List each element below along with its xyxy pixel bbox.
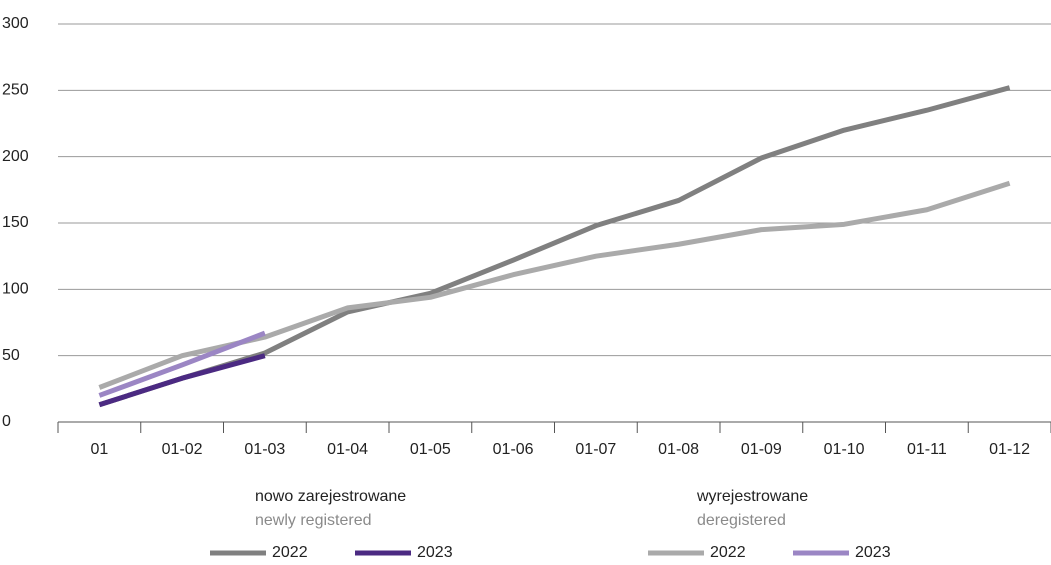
legend-label: 2023 bbox=[855, 544, 891, 561]
legend-subtitle: deregistered bbox=[697, 512, 786, 529]
legend-title: nowo zarejestrowane bbox=[255, 488, 406, 505]
series-line bbox=[98, 330, 266, 398]
x-tick-label: 01-02 bbox=[162, 441, 203, 458]
x-tick-label: 01-07 bbox=[575, 441, 616, 458]
x-tick-label: 01-11 bbox=[907, 441, 947, 458]
y-tick-label: 0 bbox=[2, 413, 11, 430]
y-tick-label: 300 bbox=[2, 15, 29, 32]
y-tick-label: 50 bbox=[2, 347, 20, 364]
legend-subtitle: newly registered bbox=[255, 512, 372, 529]
x-tick-label: 01-10 bbox=[824, 441, 865, 458]
legend-label: 2023 bbox=[417, 544, 453, 561]
x-tick-label: 01-05 bbox=[410, 441, 451, 458]
x-tick-label: 01-06 bbox=[493, 441, 534, 458]
x-tick-label: 01-12 bbox=[989, 441, 1030, 458]
legend-label: 2022 bbox=[710, 544, 746, 561]
y-tick-label: 250 bbox=[2, 82, 29, 99]
y-tick-label: 150 bbox=[2, 214, 29, 231]
x-tick-label: 01-09 bbox=[741, 441, 782, 458]
series-line bbox=[98, 85, 1011, 408]
legend-label: 2022 bbox=[272, 544, 308, 561]
x-tick-label: 01 bbox=[90, 441, 108, 458]
x-tick-label: 01-04 bbox=[327, 441, 368, 458]
x-tick-label: 01-03 bbox=[244, 441, 285, 458]
y-tick-label: 100 bbox=[2, 281, 29, 298]
y-tick-label: 200 bbox=[2, 148, 29, 165]
x-tick-label: 01-08 bbox=[658, 441, 699, 458]
series-line bbox=[98, 180, 1011, 390]
legend-title: wyrejestrowane bbox=[696, 488, 808, 505]
series-line bbox=[98, 353, 266, 408]
